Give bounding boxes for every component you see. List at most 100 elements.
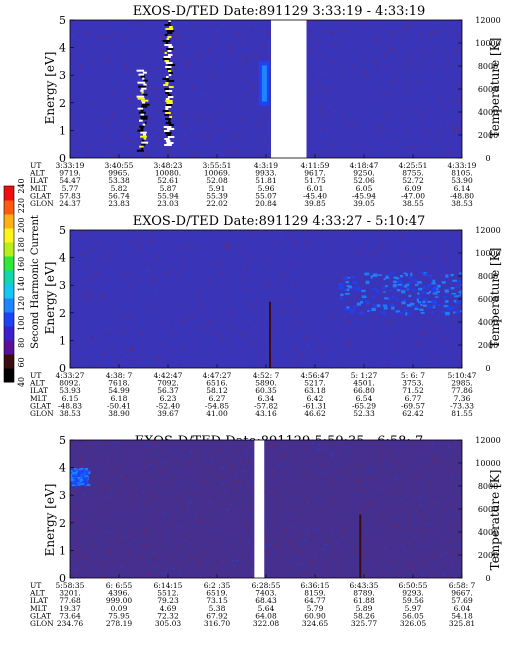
table-cell: 51.75 <box>304 176 326 185</box>
colorbar-tick-label: 160 <box>17 257 26 272</box>
y2-tick-label: 0 <box>485 154 490 163</box>
table-cell: 8159. <box>304 589 325 598</box>
table-cell: 66.80 <box>353 386 375 395</box>
table-row-label: GLON <box>30 619 54 628</box>
table-cell: 5.87 <box>160 184 177 193</box>
y2-tick-label: 8000 <box>478 482 498 491</box>
table-cell: 22.02 <box>206 199 228 208</box>
table-cell: 60.90 <box>304 611 326 620</box>
table-cell: 23.03 <box>157 199 179 208</box>
table-cell: 73.15 <box>206 596 228 605</box>
y-tick-label: 5 <box>59 14 66 27</box>
spectrogram-field <box>70 440 462 578</box>
table-cell: 0.09 <box>111 604 128 613</box>
y2-tick-label: 0 <box>485 364 490 373</box>
y-tick-label: 0 <box>59 152 66 165</box>
table-cell: 38.55 <box>402 199 424 208</box>
table-cell: 5890. <box>255 379 276 388</box>
table-cell: -50.41 <box>107 401 131 410</box>
table-cell: 71.52 <box>402 386 424 395</box>
colorbar-swatch <box>4 298 14 313</box>
table-cell: 5.64 <box>258 604 275 613</box>
table-cell: 43.16 <box>255 409 277 418</box>
table-cell: 4.69 <box>160 604 177 613</box>
table-cell: 58.26 <box>353 611 375 620</box>
table-cell: 52.08 <box>206 176 228 185</box>
colorbar-swatch <box>4 228 14 243</box>
y-tick-label: 1 <box>59 544 66 557</box>
table-cell: 67.92 <box>206 611 228 620</box>
spectrogram-panel-2: EXOS-D/TED Date:891129 4:33:27 - 5:10:47… <box>29 214 502 418</box>
colorbar-tick-label: 220 <box>17 198 26 213</box>
y2-tick-label: 4000 <box>478 528 498 537</box>
table-cell: 64.77 <box>304 596 326 605</box>
y2-tick-label: 6000 <box>478 85 498 94</box>
table-cell: 6.14 <box>454 184 471 193</box>
table-cell: 39.85 <box>304 199 326 208</box>
colorbar-swatch <box>4 200 14 215</box>
table-cell: 6.23 <box>160 394 177 403</box>
colorbar-swatch <box>4 256 14 271</box>
colorbar-label: Second Harmonic Current <box>30 215 41 349</box>
table-row-label: GLON <box>30 199 54 208</box>
table-cell: 5.91 <box>209 184 226 193</box>
table-cell: 77.86 <box>451 386 473 395</box>
table-cell: 4:33:19 <box>448 161 477 170</box>
panel-title: EXOS-D/TED Date:891129 4:33:27 - 5:10:47 <box>133 214 426 229</box>
table-cell: 52.72 <box>402 176 424 185</box>
table-cell: 51.81 <box>255 176 276 185</box>
table-cell: 39.05 <box>353 199 375 208</box>
table-cell: 316.70 <box>204 619 230 628</box>
table-cell: -61.31 <box>303 401 327 410</box>
table-cell: 5217. <box>304 379 325 388</box>
y2-tick-label: 2000 <box>478 131 498 140</box>
y-tick-label: 3 <box>59 279 66 292</box>
table-cell: 5.96 <box>258 184 275 193</box>
colorbar-tick-label: 240 <box>17 178 26 193</box>
table-cell: 53.90 <box>451 176 473 185</box>
table-cell: 6:28:55 <box>252 581 281 590</box>
table-row-label: GLAT <box>30 401 51 410</box>
colorbar-tick-label: 200 <box>17 218 26 233</box>
y2-axis-label: Temperature [K] <box>488 470 502 571</box>
table-cell: 8789. <box>353 589 374 598</box>
colorbar-swatch <box>4 284 14 299</box>
table-cell: 326.05 <box>400 619 426 628</box>
table-cell: 7092. <box>157 379 178 388</box>
y2-tick-label: 4000 <box>478 318 498 327</box>
table-cell: 322.08 <box>253 619 279 628</box>
table-cell: 6:36:15 <box>301 581 330 590</box>
y2-tick-label: 12000 <box>475 16 500 25</box>
table-cell: 53.93 <box>59 386 81 395</box>
table-row-label: ALT <box>29 379 45 388</box>
table-cell: 60.35 <box>255 386 277 395</box>
table-cell: 5: 1:27 <box>351 371 378 380</box>
table-cell: 6:58: 7 <box>449 581 476 590</box>
table-cell: 5.89 <box>356 604 373 613</box>
table-cell: 63.18 <box>304 386 326 395</box>
table-cell: 4:11:59 <box>301 161 330 170</box>
colorbar-tick-label: 140 <box>17 276 26 291</box>
table-cell: 6.42 <box>307 394 324 403</box>
data-gap <box>271 20 307 158</box>
spectrogram-feature <box>136 69 150 152</box>
y-tick-label: 1 <box>59 334 66 347</box>
table-cell: 6:2 :35 <box>204 581 231 590</box>
y2-axis-label: Temperature [K] <box>488 248 502 349</box>
table-cell: 7.36 <box>454 394 471 403</box>
table-cell: 6516. <box>206 379 227 388</box>
table-cell: 6.18 <box>111 394 128 403</box>
table-row-label: MLT <box>30 184 47 193</box>
table-cell: 54.99 <box>108 386 130 395</box>
y2-tick-label: 10000 <box>475 459 500 468</box>
y-tick-label: 1 <box>59 124 66 137</box>
table-cell: 75.95 <box>108 611 130 620</box>
table-row-label: MLT <box>30 604 47 613</box>
table-cell: 7403. <box>255 589 276 598</box>
spectrogram-noise <box>70 230 462 368</box>
table-cell: 5:58:35 <box>56 581 85 590</box>
table-cell: 4:42:47 <box>154 371 183 380</box>
table-cell: 38.90 <box>108 409 130 418</box>
table-cell: 6.01 <box>307 184 324 193</box>
table-row-label: ALT <box>29 169 45 178</box>
